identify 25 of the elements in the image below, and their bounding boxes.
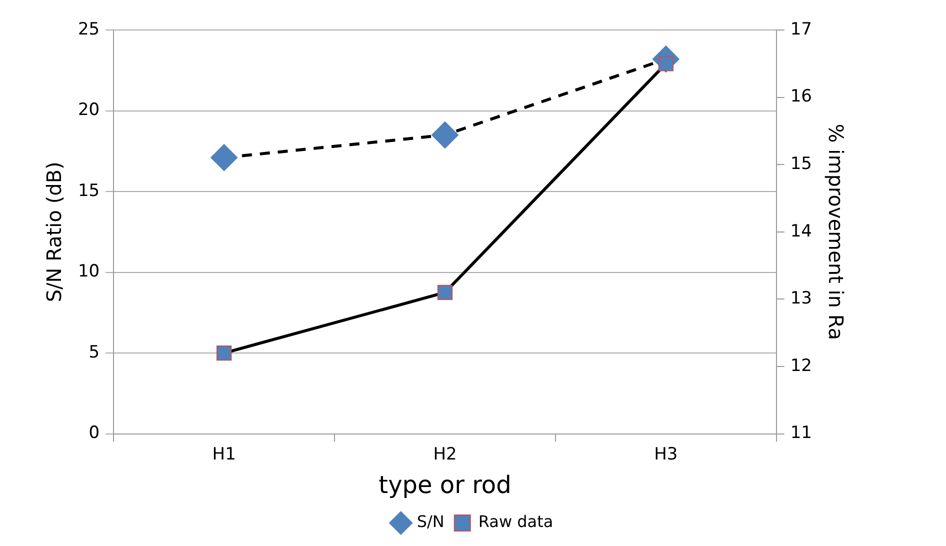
point bbox=[216, 345, 232, 361]
y-axis-title: S/N Ratio (dB) bbox=[42, 162, 66, 302]
point bbox=[210, 144, 238, 172]
y2-tick-label: 12 bbox=[790, 356, 812, 376]
x-tick-label: H3 bbox=[654, 444, 678, 464]
y2-tick-label: 16 bbox=[790, 86, 812, 107]
y-tick-label: 5 bbox=[88, 342, 100, 362]
y2-tick-label: 17 bbox=[790, 19, 812, 40]
y-tick-label: 15 bbox=[78, 180, 100, 201]
y-tick-label: 10 bbox=[78, 262, 100, 282]
legend-label: Raw data bbox=[478, 512, 554, 532]
x-axis-title: type or rod bbox=[378, 470, 512, 499]
y2-tick-label: 11 bbox=[790, 423, 812, 444]
y-tick-label: 0 bbox=[88, 423, 100, 444]
y2-tick-label: 15 bbox=[790, 154, 812, 174]
x-tick-label: H2 bbox=[433, 444, 457, 464]
y-tick-label: 20 bbox=[78, 100, 100, 120]
y2-axis-title: % improvement in Ra bbox=[824, 124, 848, 340]
point bbox=[432, 121, 458, 148]
x-tick-label: H1 bbox=[212, 444, 236, 464]
y2-tick-label: 14 bbox=[790, 221, 812, 242]
legend-label: S/N bbox=[416, 512, 444, 532]
y-tick-label: 25 bbox=[78, 19, 100, 40]
y2-tick-label: 13 bbox=[790, 288, 812, 309]
point bbox=[437, 284, 453, 300]
